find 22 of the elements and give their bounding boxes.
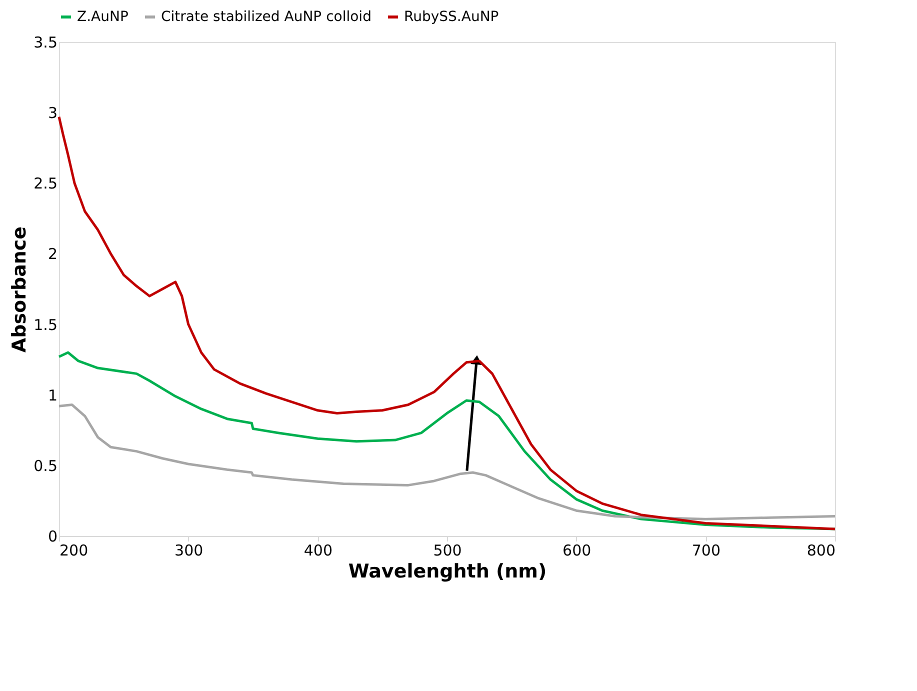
y-tick-label: 0.5 — [34, 456, 58, 475]
x-tick-label: 200 — [60, 542, 88, 560]
legend-label: RubySS.AuNP — [404, 9, 499, 25]
x-axis-title: Wavelenghth (nm) — [348, 560, 547, 582]
y-tick-label: 1 — [48, 386, 58, 404]
x-tick-label: 400 — [304, 542, 332, 560]
y-axis-title: Absorbance — [8, 226, 31, 353]
legend-label: Citrate stabilized AuNP colloid — [161, 9, 372, 25]
x-tick-label: 700 — [692, 542, 720, 560]
y-tick-label: 3 — [48, 104, 58, 122]
y-tick-label: 1.5 — [34, 316, 58, 334]
y-tick-label: 2.5 — [34, 174, 58, 193]
legend-label: Z.AuNP — [77, 9, 128, 25]
y-tick-label: 2 — [48, 245, 58, 264]
y-tick-label: 3.5 — [34, 34, 58, 52]
x-tick-label: 800 — [806, 542, 836, 560]
line-series — [58, 116, 836, 530]
y-tick-label: 0 — [48, 528, 58, 546]
x-tick-label: 300 — [174, 542, 204, 560]
x-tick-label: 500 — [433, 542, 462, 560]
x-tick-label: 600 — [562, 542, 592, 560]
line-series — [58, 403, 836, 520]
